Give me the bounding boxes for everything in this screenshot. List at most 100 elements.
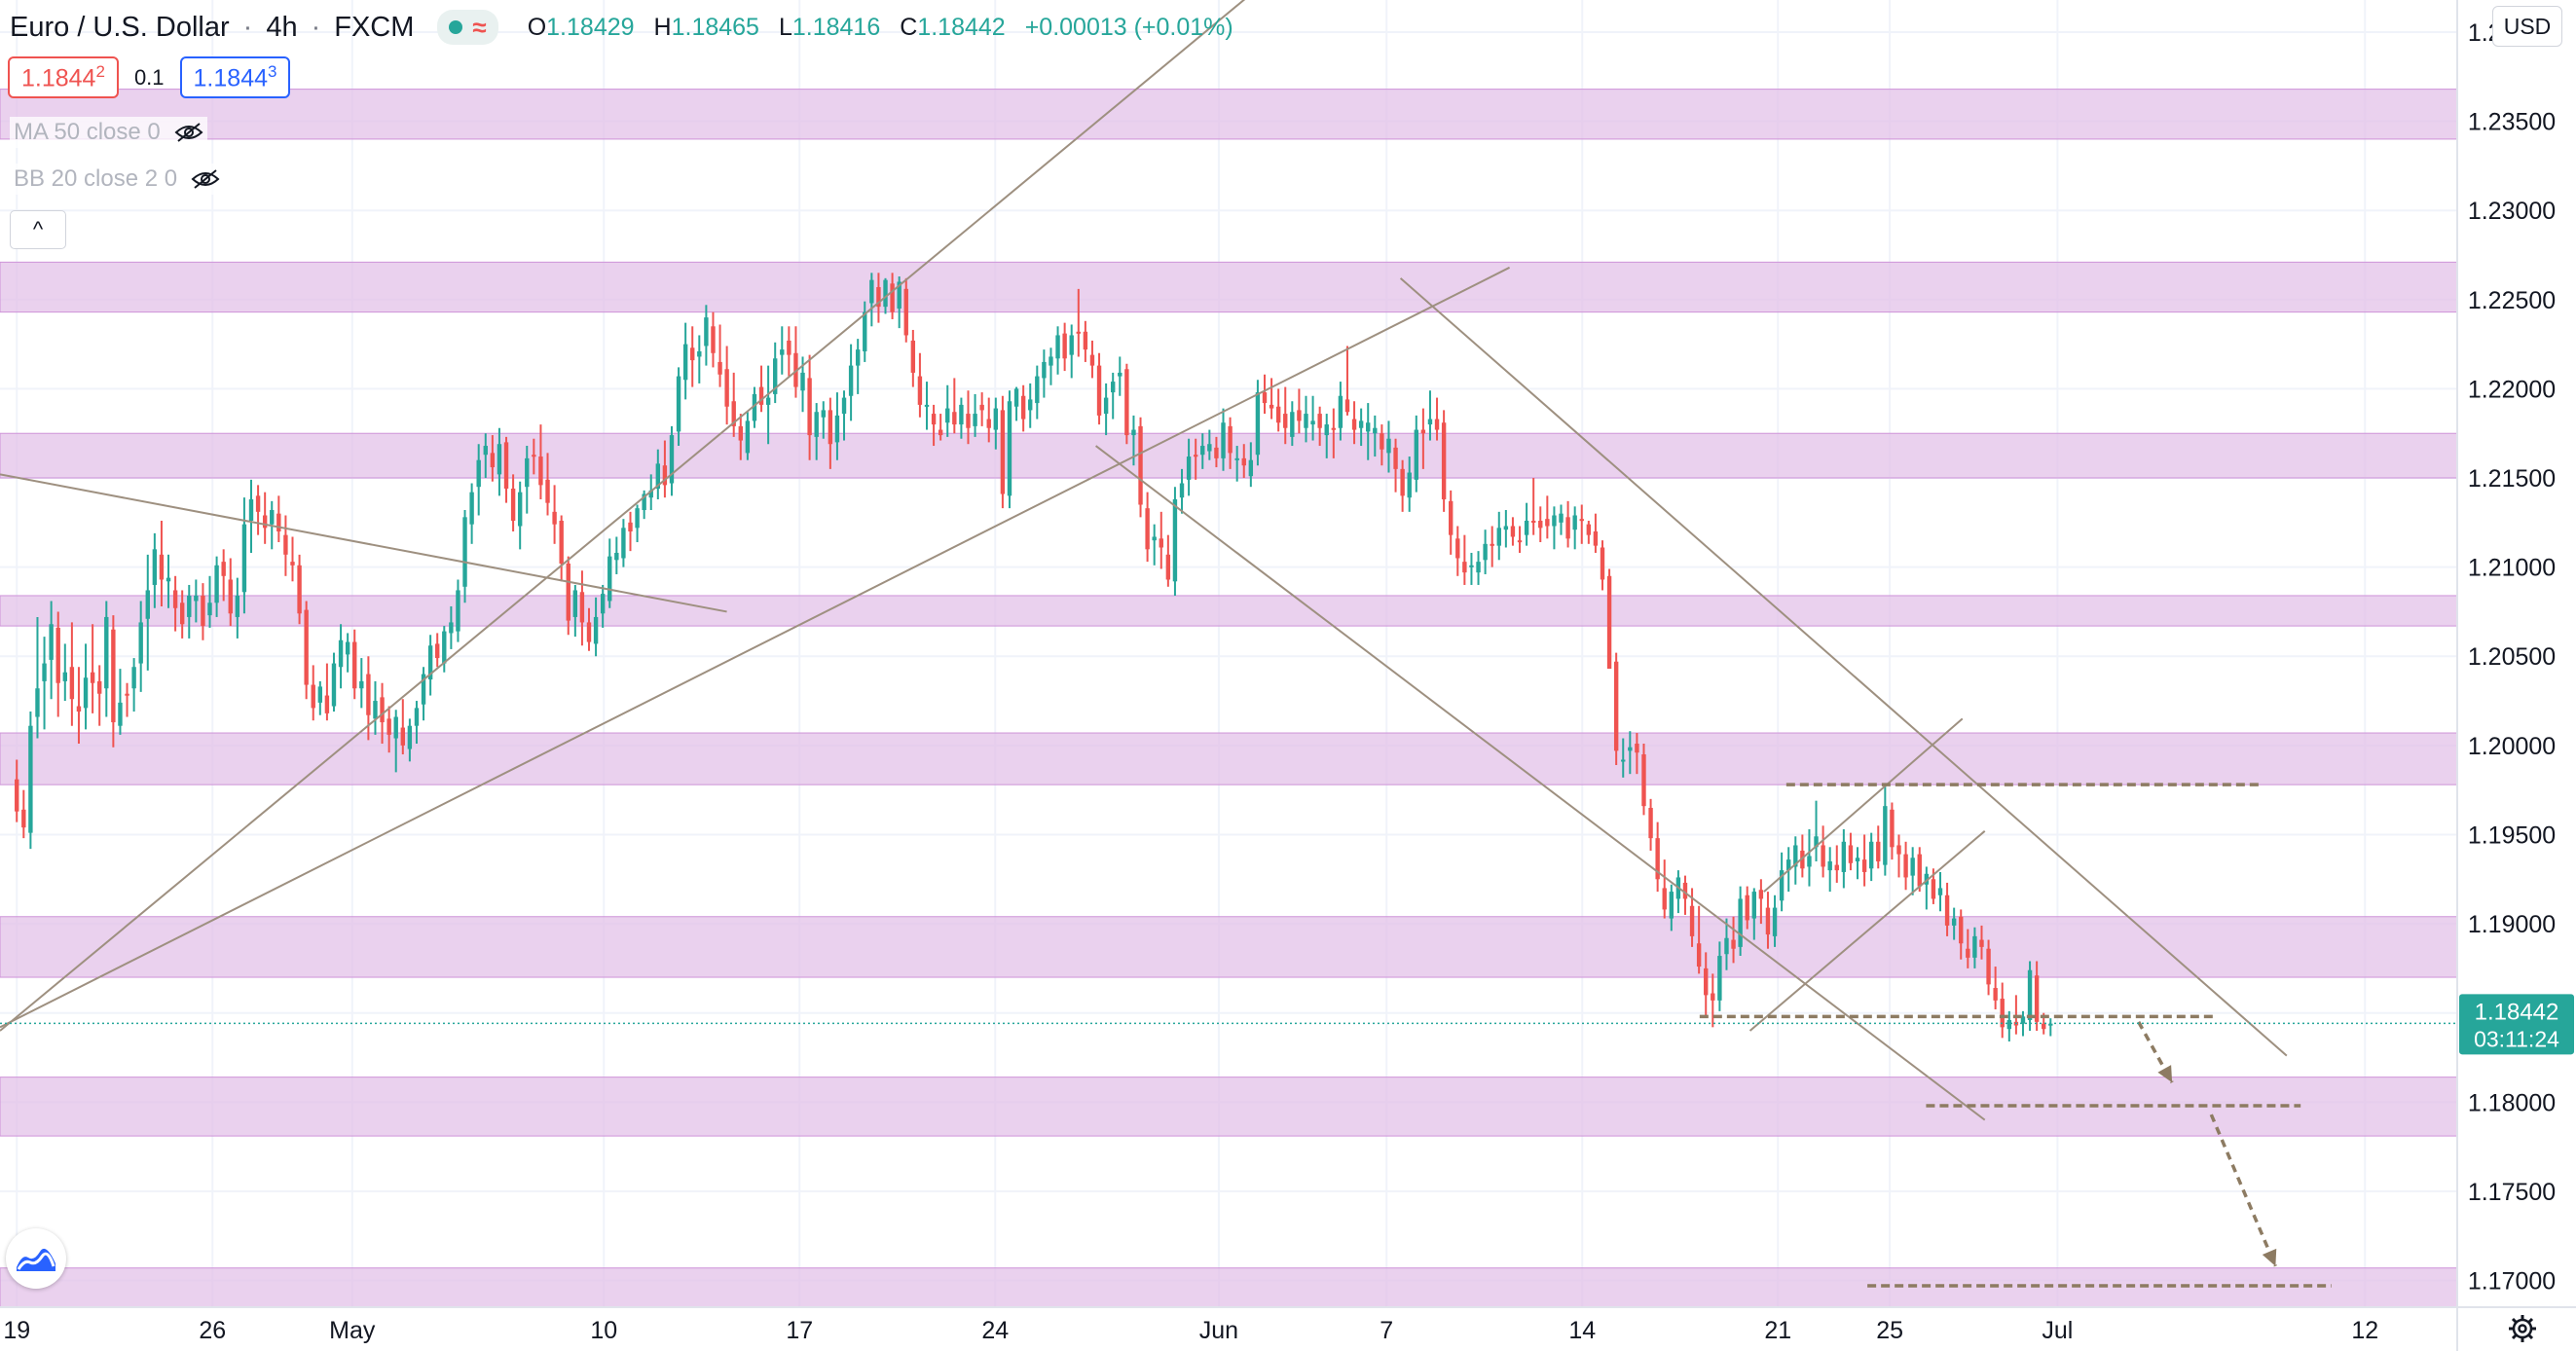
candle-body <box>1152 536 1157 541</box>
candle <box>1449 490 1454 555</box>
buy-pip: 3 <box>268 62 277 81</box>
candle-body <box>214 565 219 603</box>
price-tick-label: 1.19500 <box>2468 822 2556 849</box>
candle-body <box>1469 565 1474 567</box>
candle-body <box>752 393 757 421</box>
candle-body <box>172 590 178 608</box>
candle-body <box>966 414 971 428</box>
candle-body <box>724 369 729 407</box>
market-status-pill[interactable]: ≈ <box>437 10 498 45</box>
candle-body <box>1993 988 1998 1001</box>
candle-body <box>600 594 606 614</box>
resistance-zone <box>0 89 2458 140</box>
candle-body <box>1883 806 1888 865</box>
candle-body <box>765 397 771 405</box>
candle <box>1386 420 1391 473</box>
high-value: 1.18465 <box>671 13 759 41</box>
candle-body <box>1662 888 1667 910</box>
candle-body <box>1924 873 1930 885</box>
candle <box>793 326 798 398</box>
candle <box>283 515 288 576</box>
candle-body <box>910 340 916 373</box>
candle-series <box>15 273 2053 1042</box>
eye-off-icon[interactable] <box>174 122 203 143</box>
candle-body <box>1496 528 1501 546</box>
indicator-bb[interactable]: BB 20 close 2 0 <box>10 164 225 195</box>
candle-body <box>2034 975 2040 1022</box>
candle <box>2006 1010 2012 1042</box>
resistance-zone <box>0 1077 2458 1137</box>
candle-body <box>83 677 89 709</box>
candle-body <box>1696 943 1702 968</box>
candle-body <box>787 340 791 355</box>
currency-button[interactable]: USD <box>2492 6 2562 47</box>
candle <box>628 511 633 552</box>
eye-off-icon[interactable] <box>191 168 220 190</box>
candle-body <box>1462 562 1467 573</box>
candle-body <box>207 602 212 616</box>
tradingview-logo[interactable] <box>6 1228 66 1289</box>
candle-body <box>952 412 957 425</box>
candle <box>1821 825 1825 878</box>
candle <box>676 367 681 447</box>
low-label: L <box>778 13 792 41</box>
change-value: +0.00013 (+0.01%) <box>1024 13 1233 41</box>
candle-body <box>1069 335 1074 355</box>
candle-body <box>359 680 364 689</box>
candle <box>1138 417 1143 518</box>
trendline <box>1095 445 1986 1121</box>
candle-body <box>456 590 460 632</box>
candle <box>214 556 219 617</box>
candle <box>752 386 757 428</box>
candle-body <box>1689 905 1695 936</box>
interval-label[interactable]: 4h <box>266 11 298 43</box>
candle-body <box>758 386 764 405</box>
candle <box>1868 832 1874 882</box>
candle <box>821 401 826 439</box>
settings-gear-icon[interactable] <box>2506 1312 2539 1345</box>
candle <box>1731 916 1736 964</box>
candle <box>682 322 688 400</box>
candle-body <box>1503 526 1509 530</box>
candle <box>966 390 971 445</box>
symbol-name[interactable]: Euro / U.S. Dollar <box>10 11 230 43</box>
candle <box>483 433 488 479</box>
collapse-legend-button[interactable]: ^ <box>10 210 66 249</box>
sell-button[interactable]: 1.18442 <box>8 56 119 99</box>
candle <box>876 273 881 323</box>
candle <box>586 607 592 651</box>
candle-body <box>690 347 695 361</box>
buy-button[interactable]: 1.18443 <box>179 56 291 99</box>
candle-body <box>552 511 557 525</box>
candle <box>1111 372 1116 420</box>
candle <box>787 326 791 377</box>
candle <box>1269 378 1274 420</box>
candle-body <box>1138 425 1143 505</box>
resistance-zone <box>0 261 2458 313</box>
indicator-ma[interactable]: MA 50 close 0 <box>10 117 207 148</box>
candle-body <box>1951 918 1957 926</box>
candle-body <box>1255 392 1261 456</box>
candle <box>1779 852 1785 912</box>
candle <box>407 718 413 762</box>
candle-body <box>1434 419 1440 430</box>
candle <box>373 680 378 735</box>
candle-body <box>194 595 199 602</box>
candle <box>414 701 420 745</box>
candle <box>317 680 323 715</box>
candle-body <box>1758 890 1764 899</box>
candle-body <box>1861 859 1867 872</box>
candle-body <box>662 465 668 486</box>
candle <box>1434 397 1440 441</box>
candle <box>1944 882 1950 936</box>
candle <box>1848 832 1854 871</box>
candle <box>931 404 937 447</box>
trendline <box>1763 717 1964 893</box>
candle <box>386 706 391 753</box>
candle-body <box>49 624 54 660</box>
candle <box>1662 859 1667 919</box>
candle <box>1711 973 1715 1028</box>
candle-body <box>834 415 840 443</box>
candle <box>1669 884 1674 931</box>
